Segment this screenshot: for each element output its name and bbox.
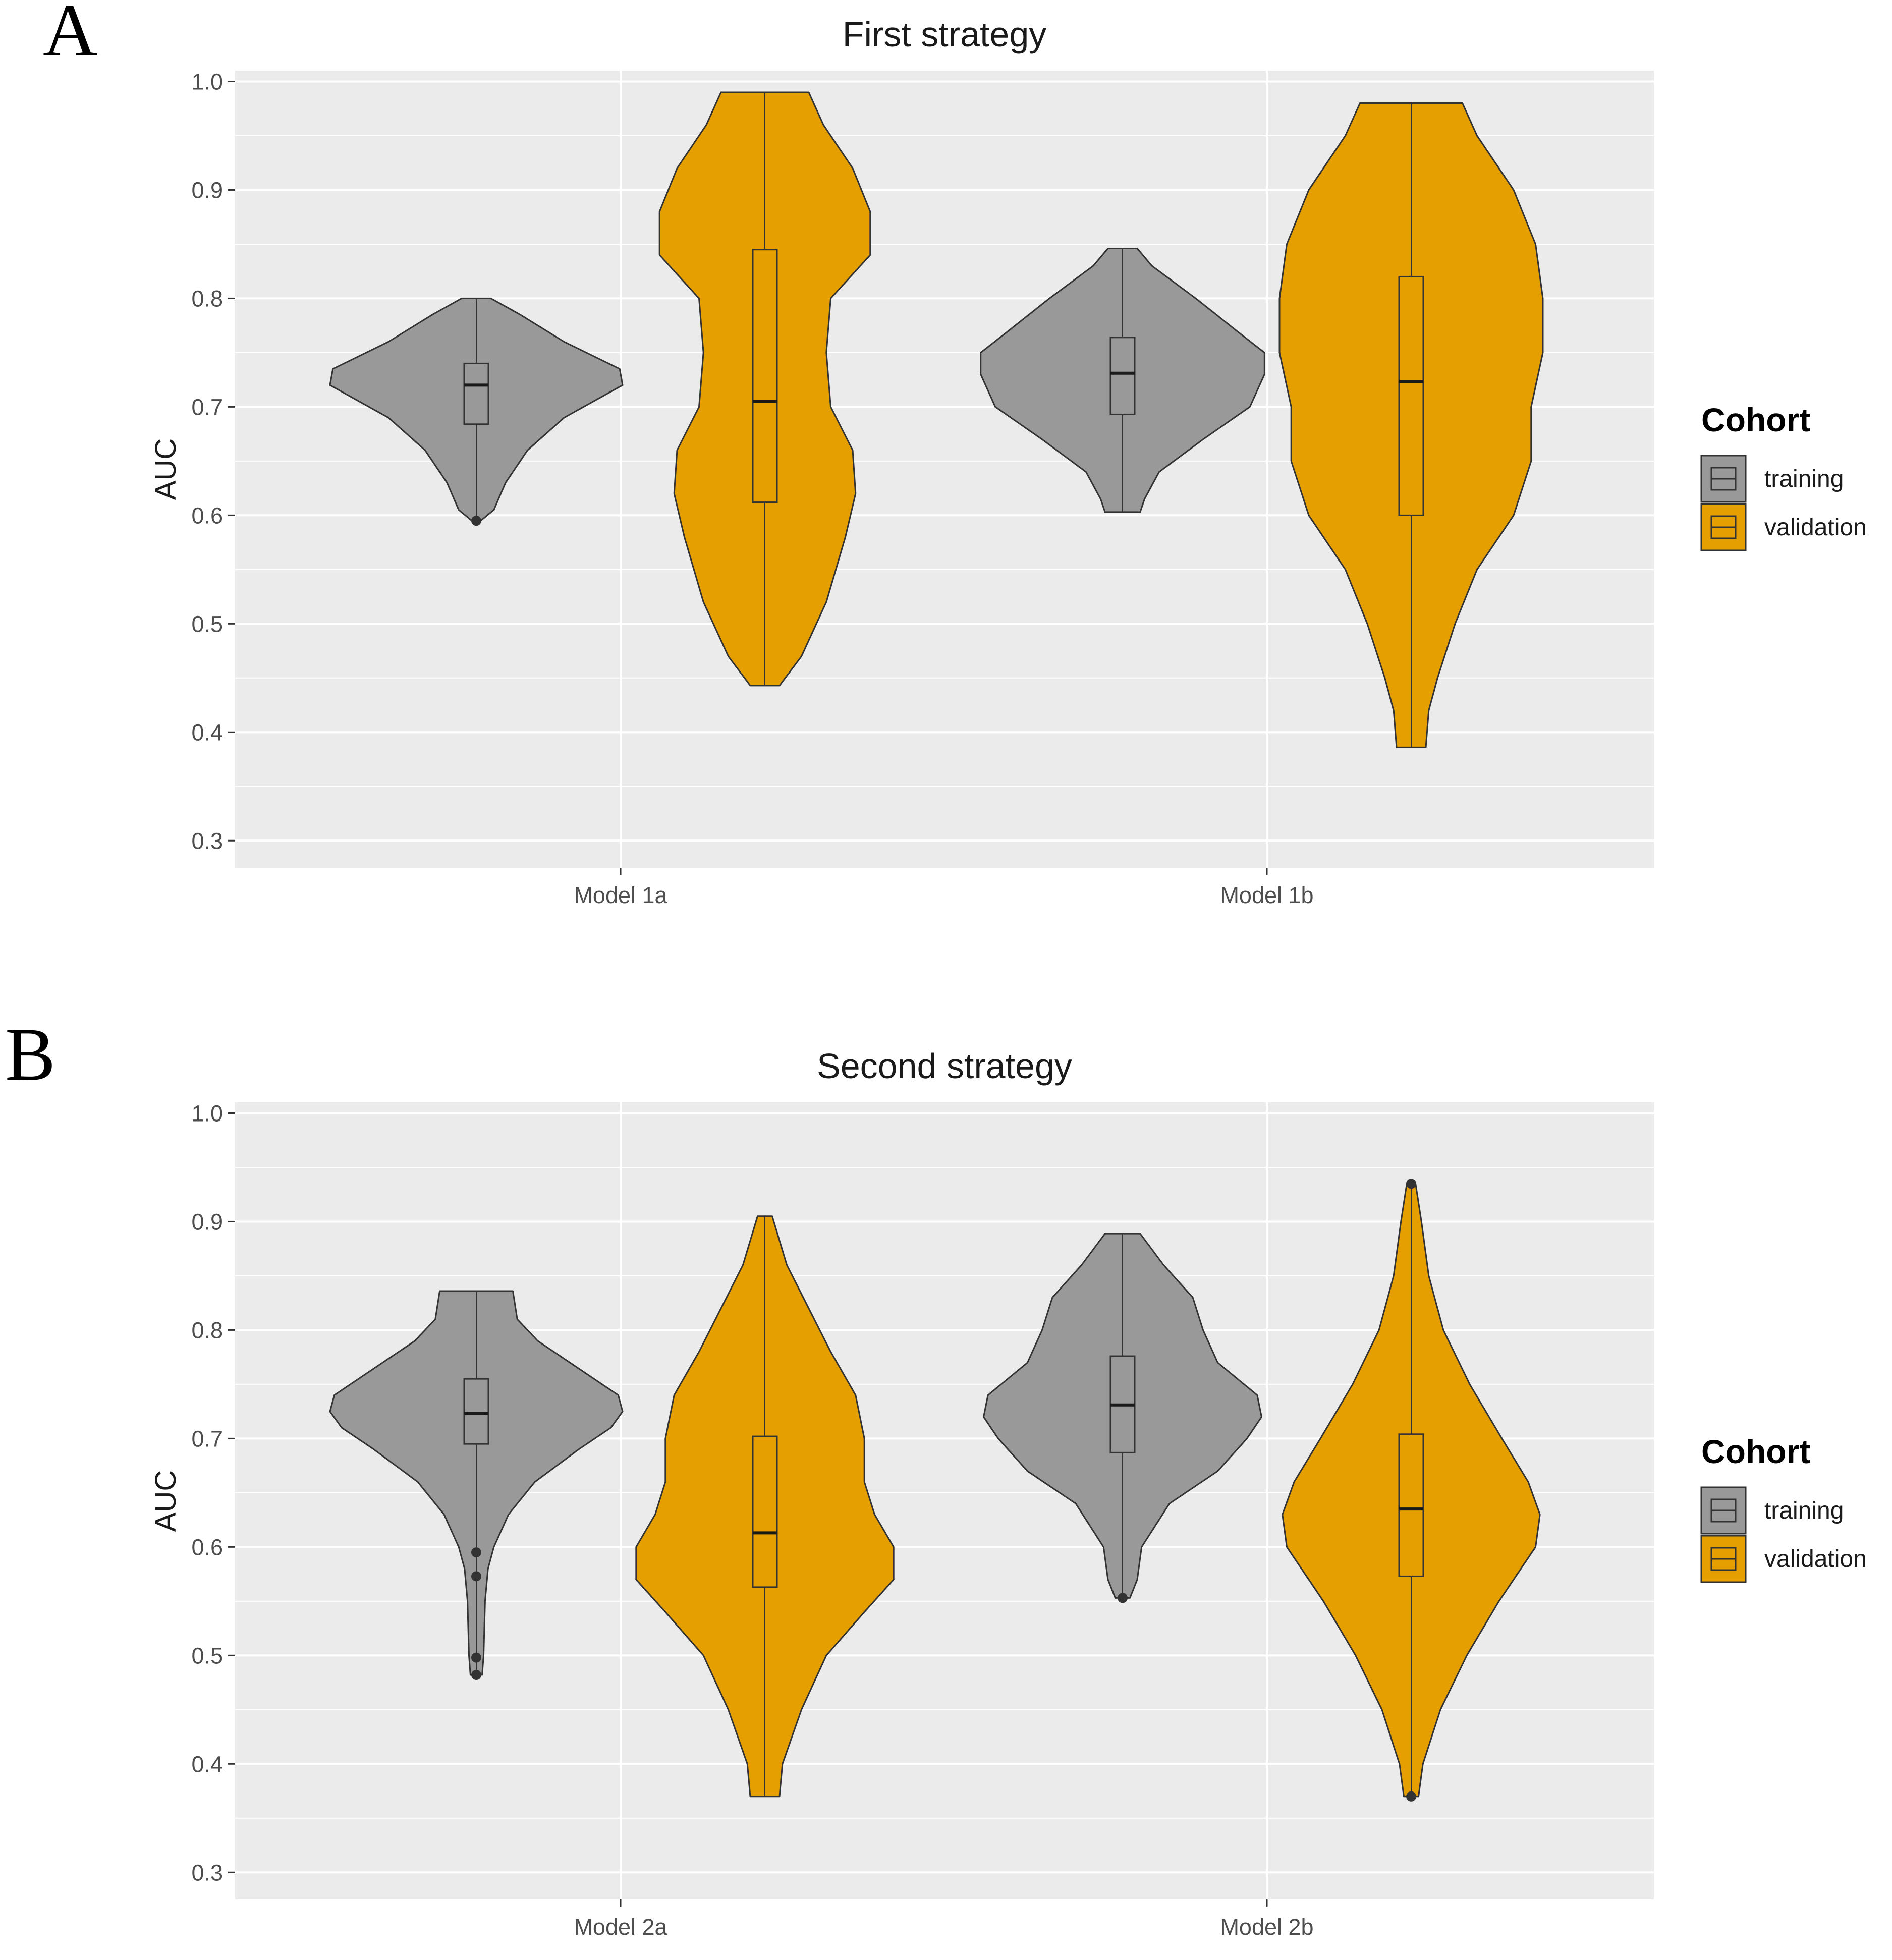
violin-training-model-2a	[329, 1290, 624, 1681]
y-tick-label: 0.9	[191, 177, 223, 203]
legend-label: training	[1764, 1497, 1844, 1524]
legend: Cohort training validation	[1700, 401, 1867, 551]
legend-label: validation	[1764, 514, 1867, 541]
y-tick-label: 0.4	[191, 719, 223, 745]
y-tick-label: 0.3	[191, 828, 223, 854]
violin-validation-model-1b	[1278, 102, 1544, 748]
panel-letter: B	[5, 1013, 55, 1096]
outlier-point	[471, 1652, 481, 1663]
legend-title: Cohort	[1701, 1433, 1810, 1470]
y-axis-title: AUC	[149, 438, 182, 500]
legend-title: Cohort	[1701, 401, 1810, 438]
outlier-point	[471, 516, 481, 526]
outlier-point	[1406, 1791, 1416, 1802]
legend-key-training	[1700, 1486, 1747, 1535]
y-axis-title: AUC	[149, 1470, 182, 1532]
y-tick-label: 0.8	[191, 1317, 223, 1343]
y-tick-label: 1.0	[191, 69, 223, 94]
panel-letter: A	[43, 0, 97, 72]
y-tick-label: 0.4	[191, 1751, 223, 1777]
y-tick-label: 1.0	[191, 1100, 223, 1126]
y-tick-label: 0.9	[191, 1209, 223, 1235]
y-tick-label: 0.7	[191, 1426, 223, 1451]
panel-b: B Second strategy 0.3 0.4 0.5 0.6 0.7 0.8 0.9 1.0…	[5, 1013, 1867, 1940]
legend-label: training	[1764, 466, 1844, 492]
legend: Cohort training validation	[1700, 1433, 1867, 1583]
iqr-box	[1109, 337, 1136, 415]
iqr-box	[752, 249, 778, 503]
outlier-point	[1118, 1593, 1128, 1603]
iqr-box	[1398, 275, 1424, 516]
iqr-box	[463, 362, 489, 425]
violin-validation-model-1a	[658, 91, 871, 687]
x-tick-label: Model 1b	[1220, 882, 1313, 908]
x-tick-label: Model 1a	[574, 882, 667, 908]
violin-training-model-1b	[980, 248, 1265, 513]
iqr-box	[463, 1378, 489, 1445]
x-tick-label: Model 2a	[574, 1914, 667, 1940]
y-tick-label: 0.5	[191, 611, 223, 637]
legend-key-box	[1700, 1535, 1747, 1583]
legend-key-box	[1700, 503, 1747, 551]
outlier-point	[1406, 1179, 1416, 1189]
outlier-point	[471, 1670, 481, 1681]
violin-training-model-2b	[983, 1233, 1262, 1603]
y-tick-label: 0.5	[191, 1643, 223, 1668]
chart-title: Second strategy	[817, 1046, 1072, 1086]
y-tick-label: 0.7	[191, 394, 223, 420]
y-tick-label: 0.6	[191, 502, 223, 528]
panel-a: A First strategy 0.3 0.4 0.5 0.6 0.7 0.8 0.9 1.0 A…	[43, 0, 1867, 908]
violin-training-model-1a	[329, 297, 624, 526]
legend-key-validation	[1700, 503, 1747, 551]
x-tick-label: Model 2b	[1220, 1914, 1313, 1940]
y-tick-label: 0.3	[191, 1860, 223, 1885]
legend-key-validation	[1700, 1535, 1747, 1583]
legend-key-training	[1700, 455, 1747, 503]
y-tick-label: 0.6	[191, 1534, 223, 1560]
iqr-box	[1398, 1433, 1424, 1577]
iqr-box	[752, 1435, 778, 1588]
violin-validation-model-2b	[1282, 1179, 1541, 1802]
outlier-point	[471, 1547, 481, 1558]
chart-title: First strategy	[843, 15, 1047, 54]
legend-label: validation	[1764, 1546, 1867, 1573]
outlier-point	[471, 1571, 481, 1582]
violin-validation-model-2a	[635, 1215, 895, 1798]
y-tick-label: 0.8	[191, 286, 223, 311]
